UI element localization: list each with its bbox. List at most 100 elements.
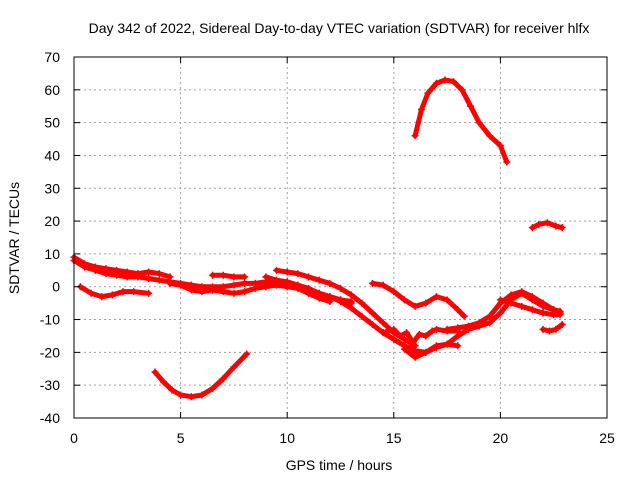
data-point [102, 270, 110, 278]
data-point [496, 296, 504, 304]
data-point [400, 345, 408, 353]
y-tick-label: 60 [44, 82, 60, 98]
data-point [337, 284, 344, 292]
series-line [412, 77, 510, 165]
data-point [422, 332, 430, 340]
y-tick-label: -40 [40, 410, 60, 426]
series-line [540, 322, 565, 334]
data-point [368, 279, 376, 287]
data-series [70, 76, 566, 401]
data-point [347, 291, 355, 299]
data-point [518, 302, 526, 310]
data-point [209, 286, 217, 294]
data-point [518, 288, 526, 296]
data-point [396, 332, 404, 340]
x-tick-label: 5 [177, 430, 185, 446]
plot-frame [73, 56, 608, 419]
data-point [123, 273, 131, 281]
data-point [241, 288, 249, 296]
data-point [91, 266, 99, 274]
data-point [454, 324, 462, 332]
data-point [418, 106, 426, 114]
chart-title: Day 342 of 2022, Sidereal Day-to-day VTE… [89, 20, 590, 36]
data-point [443, 340, 451, 348]
data-point [337, 297, 344, 305]
data-point [454, 306, 462, 314]
series-line [370, 280, 467, 319]
data-point [305, 284, 313, 292]
data-point [454, 332, 462, 340]
data-point [379, 329, 387, 337]
data-point [432, 293, 440, 301]
data-point [411, 347, 419, 355]
data-point [347, 304, 355, 312]
data-point [441, 76, 449, 84]
y-tick-label: 40 [44, 147, 60, 163]
data-point [486, 132, 494, 140]
series-arc-2 [70, 256, 355, 307]
data-point [403, 329, 411, 337]
data-point [209, 271, 217, 279]
y-axis-label: SDTVAR / TECUs [6, 182, 22, 294]
series-arc-17 [528, 219, 566, 232]
data-point [187, 393, 195, 401]
data-point [507, 299, 515, 307]
data-point [273, 266, 281, 274]
data-point [486, 319, 494, 327]
data-point [409, 339, 417, 347]
data-point [539, 309, 547, 317]
x-tick-label: 25 [599, 430, 615, 446]
data-point [443, 325, 451, 333]
x-tick-label: 20 [493, 430, 509, 446]
data-point [358, 299, 366, 307]
data-point [390, 325, 398, 333]
data-point [528, 306, 536, 314]
data-point [458, 86, 466, 94]
data-point [230, 289, 238, 297]
data-point [155, 276, 163, 284]
series-arc-16 [411, 76, 511, 166]
data-point [545, 327, 553, 335]
data-point [219, 288, 227, 296]
x-axis-label: GPS time / hours [286, 457, 393, 473]
data-point [119, 288, 127, 296]
data-point [187, 286, 195, 294]
data-point [294, 270, 302, 278]
series-arc-4 [151, 350, 251, 401]
data-point [108, 291, 116, 299]
data-point [432, 79, 440, 87]
data-point [358, 312, 366, 320]
axis-ticks: 0 5 10 15 20 25 -40 -30 -20 -10 0 10 20 30 40 50 60 70 [40, 49, 615, 446]
series-line [71, 258, 354, 306]
data-point [496, 142, 504, 150]
grid-lines [74, 57, 607, 418]
data-point [464, 322, 472, 330]
y-tick-label: 30 [44, 180, 60, 196]
x-tick-label: 15 [386, 430, 402, 446]
data-point [209, 384, 217, 392]
data-point [347, 297, 355, 305]
series-arc-13 [400, 340, 462, 361]
data-point [556, 311, 564, 319]
data-point [475, 119, 483, 127]
data-point [241, 279, 249, 287]
data-point [166, 279, 174, 287]
data-point [424, 89, 432, 97]
data-point [243, 350, 251, 358]
data-point [550, 311, 558, 319]
data-point [558, 320, 566, 328]
data-point [528, 293, 536, 301]
data-point [262, 283, 270, 291]
series-line [152, 351, 250, 400]
series-arc-18 [539, 320, 566, 335]
data-point [379, 319, 387, 327]
data-point [241, 273, 249, 281]
y-tick-label: -10 [40, 312, 60, 328]
data-point [539, 299, 547, 307]
data-point [273, 276, 281, 284]
data-point [422, 299, 430, 307]
data-point [283, 278, 291, 286]
data-point [400, 296, 408, 304]
data-point [415, 330, 423, 338]
series-arc-10 [368, 279, 468, 320]
